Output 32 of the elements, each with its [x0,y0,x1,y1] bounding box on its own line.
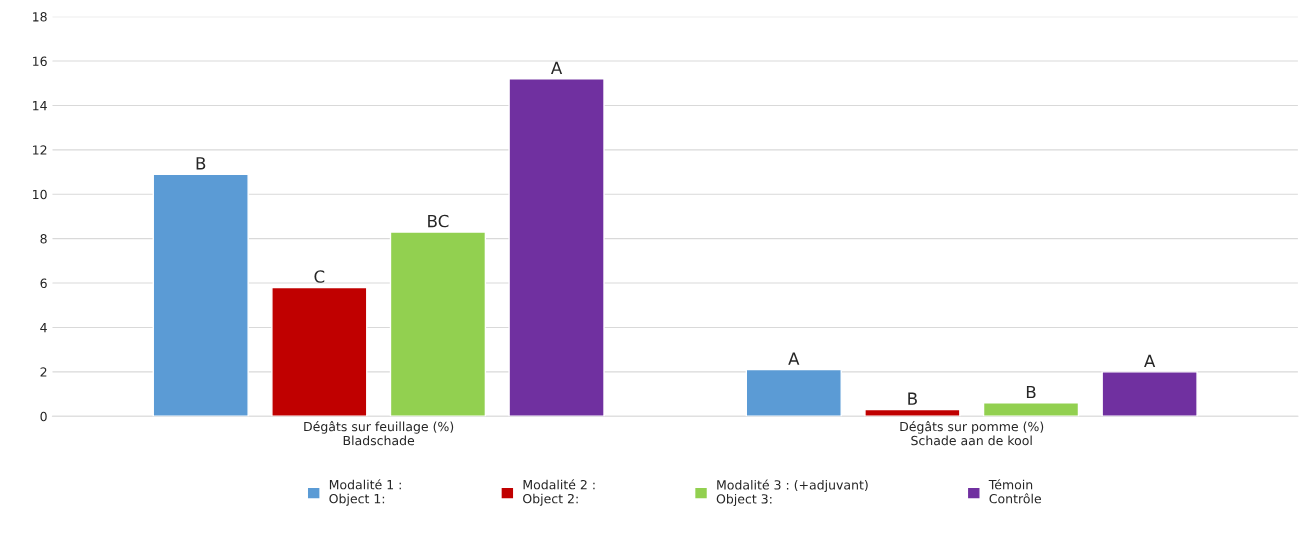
bar [508,78,605,417]
bar [864,408,961,417]
y-tick-label: 6 [40,278,47,288]
y-tick-label: 2 [40,367,47,377]
y-tick-label: 18 [33,12,47,22]
legend-label: Témoin Contrôle [988,479,1041,504]
data-label: A [1144,354,1156,367]
data-label: B [1026,385,1036,399]
y-tick-label: 14 [33,101,47,111]
legend-label: Modalité 2 : Object 2: [523,479,595,506]
bar [1101,371,1198,417]
bar [152,173,249,417]
data-label: A [550,61,563,74]
data-label: A [788,352,800,365]
bar [745,368,842,417]
y-tick-label: 12 [33,145,47,155]
data-label: C [314,270,325,283]
y-tick-label: 4 [40,323,47,333]
y-tick-label: 10 [33,189,47,200]
bar [271,286,368,417]
data-label: B [908,392,917,405]
legend-label: Modalité 3 : (+adjuvant) Object 3: [716,479,868,507]
y-tick-label: 0 [40,411,47,422]
x-tick-label: Dégâts sur pomme (%) Schade aan de kool [900,421,1044,446]
y-tick-label: 8 [40,234,47,244]
y-tick-label: 16 [33,56,47,66]
bar [982,402,1080,417]
legend-label: Modalité 1 : Object 1: [329,479,401,506]
x-tick-label: Dégâts sur feuillage (%) Bladschade [304,421,454,446]
data-label: B [196,157,206,170]
bar [389,231,487,417]
data-label: BC [428,214,449,228]
